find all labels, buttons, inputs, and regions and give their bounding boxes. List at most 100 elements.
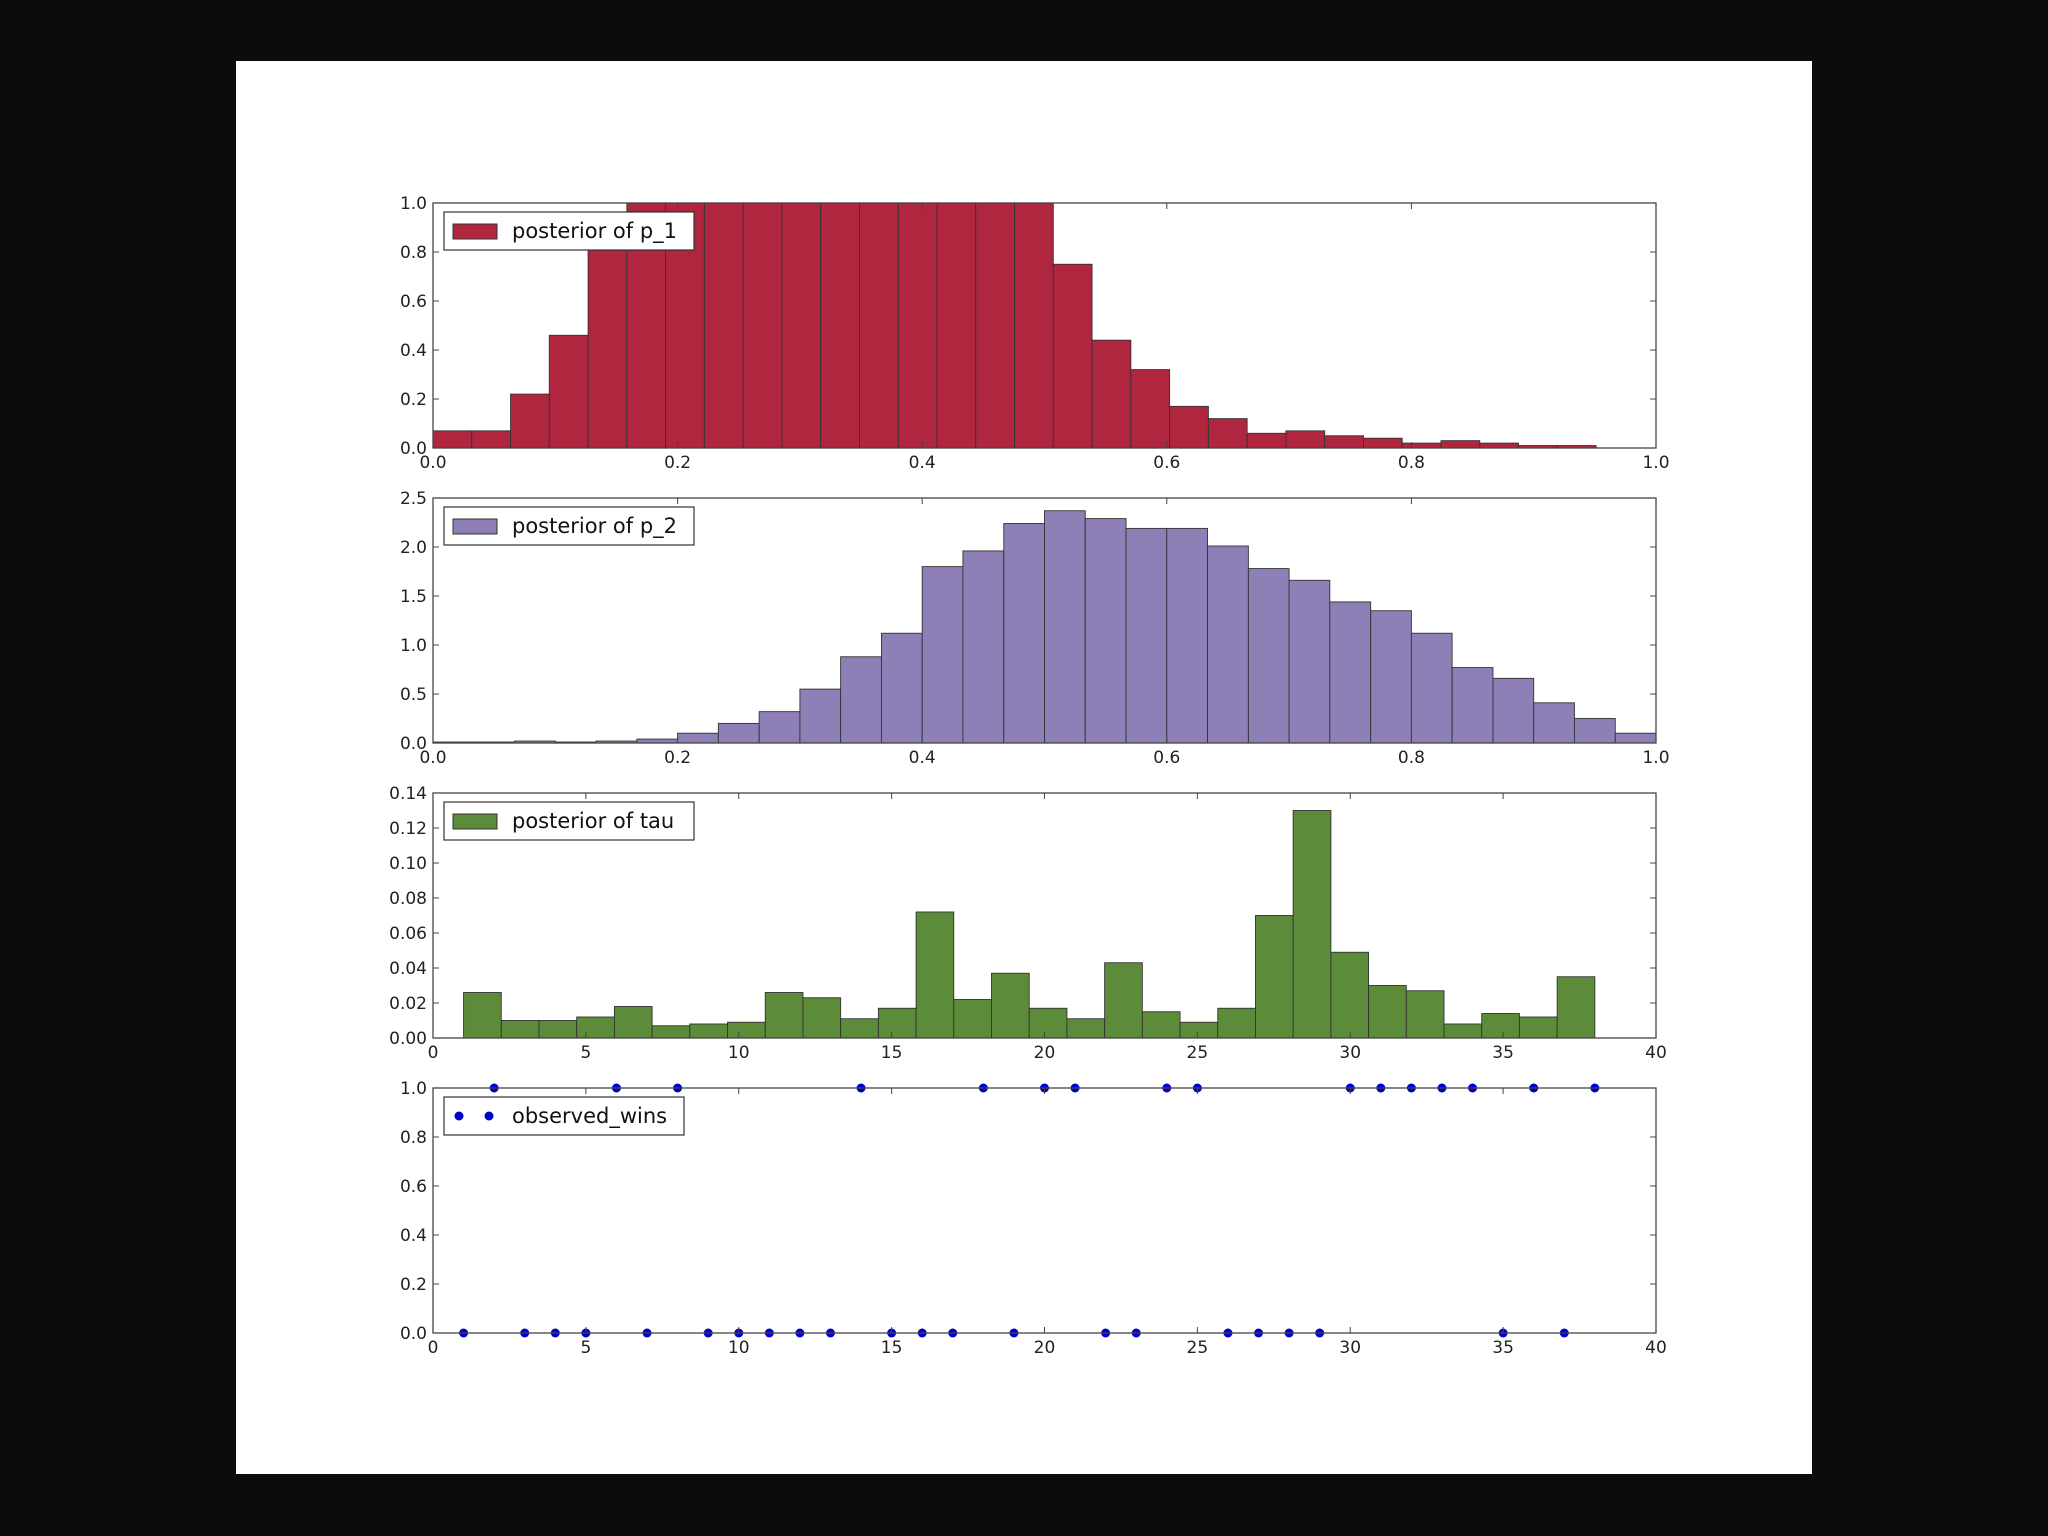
y-tick-label: 0.02 [389, 994, 427, 1014]
histogram-bars [433, 203, 1597, 448]
histogram-bar [936, 203, 977, 448]
y-tick-label: 0.5 [400, 685, 427, 705]
histogram-bar [1410, 632, 1453, 743]
x-tick-label: 0.0 [419, 748, 446, 768]
y-tick-label: 2.5 [400, 489, 427, 509]
histogram-bar [433, 430, 473, 448]
x-tick-label: 25 [1187, 1338, 1209, 1358]
histogram-bar [463, 992, 502, 1038]
histogram-bar [802, 997, 842, 1038]
y-tick-label: 0.0 [400, 734, 427, 754]
histogram-bar [1614, 732, 1656, 743]
histogram-bar [799, 688, 842, 743]
chart-panel-1: 0.0 0.2 0.4 0.6 0.8 1.0 0.0 0.2 0.4 0.6 0.8 1.0 post… [400, 194, 1670, 473]
y-tick-label: 1.5 [400, 587, 427, 607]
figure-canvas: 0.0 0.2 0.4 0.6 0.8 1.0 0.0 0.2 0.4 0.6 0.8 1.0 post… [236, 61, 1812, 1474]
legend: posterior of tau [443, 801, 695, 841]
histogram-bar [1573, 718, 1616, 743]
histogram-bar [510, 393, 550, 448]
histogram-bar [613, 1006, 653, 1038]
y-tick-label: 0.00 [389, 1029, 427, 1049]
legend-label: posterior of p_2 [512, 514, 677, 539]
plot-area: 0.0 0.2 0.4 0.6 0.8 1.0 0.0 0.2 0.4 0.6 0.8 1.0 post… [389, 194, 1670, 1358]
x-tick-label: 0 [428, 1338, 439, 1358]
y-tick-label: 0.4 [400, 1226, 427, 1246]
legend-label: posterior of p_1 [512, 219, 677, 244]
histogram-bar [742, 203, 783, 448]
histogram-bar [881, 632, 923, 743]
legend-label: observed_wins [512, 1104, 667, 1129]
x-tick-label: 30 [1339, 1043, 1361, 1063]
histogram-bar [1125, 527, 1168, 743]
x-tick-label: 5 [580, 1043, 591, 1063]
chart-panel-4: 0 5 10 15 20 25 30 35 40 0.0 0.2 0.4 0.6 0.8 1.0 observ… [400, 1079, 1667, 1358]
legend: posterior of p_2 [443, 506, 695, 546]
y-tick-label: 0.10 [389, 854, 427, 874]
histogram-bar [1363, 437, 1403, 448]
y-tick-label: 0.2 [400, 1275, 427, 1295]
histogram-bar [1091, 339, 1132, 448]
histogram-bar [840, 1018, 879, 1038]
x-tick-label: 40 [1645, 1043, 1667, 1063]
histogram-bar [1479, 442, 1519, 448]
histogram-bar [500, 1020, 540, 1038]
histogram-bar [1217, 1007, 1256, 1038]
y-tick-label: 1.0 [400, 1079, 427, 1099]
x-tick-label: 0.8 [1398, 453, 1425, 473]
histogram-bar [1451, 667, 1494, 743]
histogram-bar [1104, 962, 1143, 1038]
histogram-bar [1288, 579, 1331, 743]
histogram-bar [1246, 432, 1287, 448]
histogram-bar [1166, 527, 1208, 743]
legend-box [443, 1096, 685, 1136]
histogram-bar [1329, 601, 1372, 743]
y-tick-label: 0.14 [389, 784, 427, 804]
x-tick-label: 10 [728, 1338, 750, 1358]
histogram-bar [1044, 510, 1086, 743]
histogram-bar [1207, 418, 1248, 448]
histogram-bar [1003, 523, 1045, 743]
histogram-bar [548, 334, 589, 448]
histogram-bar [962, 550, 1005, 743]
x-tick-label: 35 [1492, 1043, 1514, 1063]
histogram-bar [1169, 405, 1209, 448]
histogram-bar [1052, 263, 1093, 448]
histogram-bar [1330, 951, 1370, 1038]
y-tick-label: 0.04 [389, 959, 427, 979]
histogram-bar [1285, 430, 1326, 448]
histogram-bar [1130, 369, 1171, 448]
x-tick-label: 30 [1339, 1338, 1361, 1358]
y-tick-label: 0.6 [400, 292, 427, 312]
histogram-bar [1028, 1007, 1068, 1038]
histogram-bar [781, 203, 822, 448]
legend: posterior of p_1 [443, 211, 695, 251]
histogram-bar [1518, 1016, 1558, 1038]
x-tick-label: 0.4 [909, 453, 936, 473]
legend: observed_wins [443, 1096, 685, 1136]
histogram-bar [1084, 518, 1127, 743]
histogram-bar [1324, 435, 1364, 448]
histogram-bar [689, 1023, 728, 1038]
legend-swatch [452, 518, 498, 535]
histogram-bar [1014, 203, 1054, 448]
y-tick-label: 0.2 [400, 390, 427, 410]
x-tick-label: 5 [580, 1338, 591, 1358]
legend-swatch [452, 813, 498, 830]
histogram-bar [1556, 976, 1596, 1038]
y-tick-label: 0.4 [400, 341, 427, 361]
histogram-bar [1368, 985, 1407, 1038]
histogram-bar [1481, 1013, 1520, 1038]
y-tick-label: 0.8 [400, 243, 427, 263]
histogram-bar [1247, 568, 1290, 743]
histogram-bar [717, 722, 760, 743]
x-tick-label: 0.4 [909, 748, 936, 768]
x-tick-label: 0.0 [419, 453, 446, 473]
x-tick-label: 20 [1034, 1338, 1056, 1358]
histogram-bar [1401, 442, 1442, 448]
x-tick-label: 0 [428, 1043, 439, 1063]
x-tick-label: 15 [881, 1043, 903, 1063]
chart-panel-3: 0 5 10 15 20 25 30 35 40 0.00 0.02 0.04 0.06 0.08 0.10… [389, 784, 1667, 1063]
legend-swatch [452, 223, 498, 240]
y-tick-label: 0.12 [389, 819, 427, 839]
y-tick-label: 0.0 [400, 1324, 427, 1344]
